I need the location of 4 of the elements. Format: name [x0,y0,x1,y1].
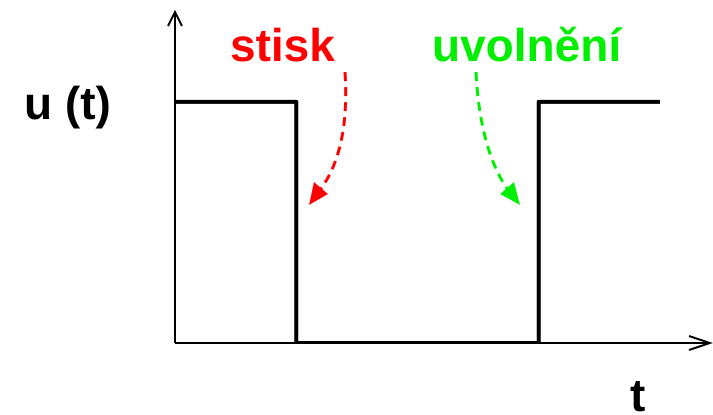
text: uvolnění [432,19,622,71]
x-axis-title: t [630,369,646,415]
text: stisk [230,19,335,71]
y-axis-title: u (t) [24,77,111,129]
